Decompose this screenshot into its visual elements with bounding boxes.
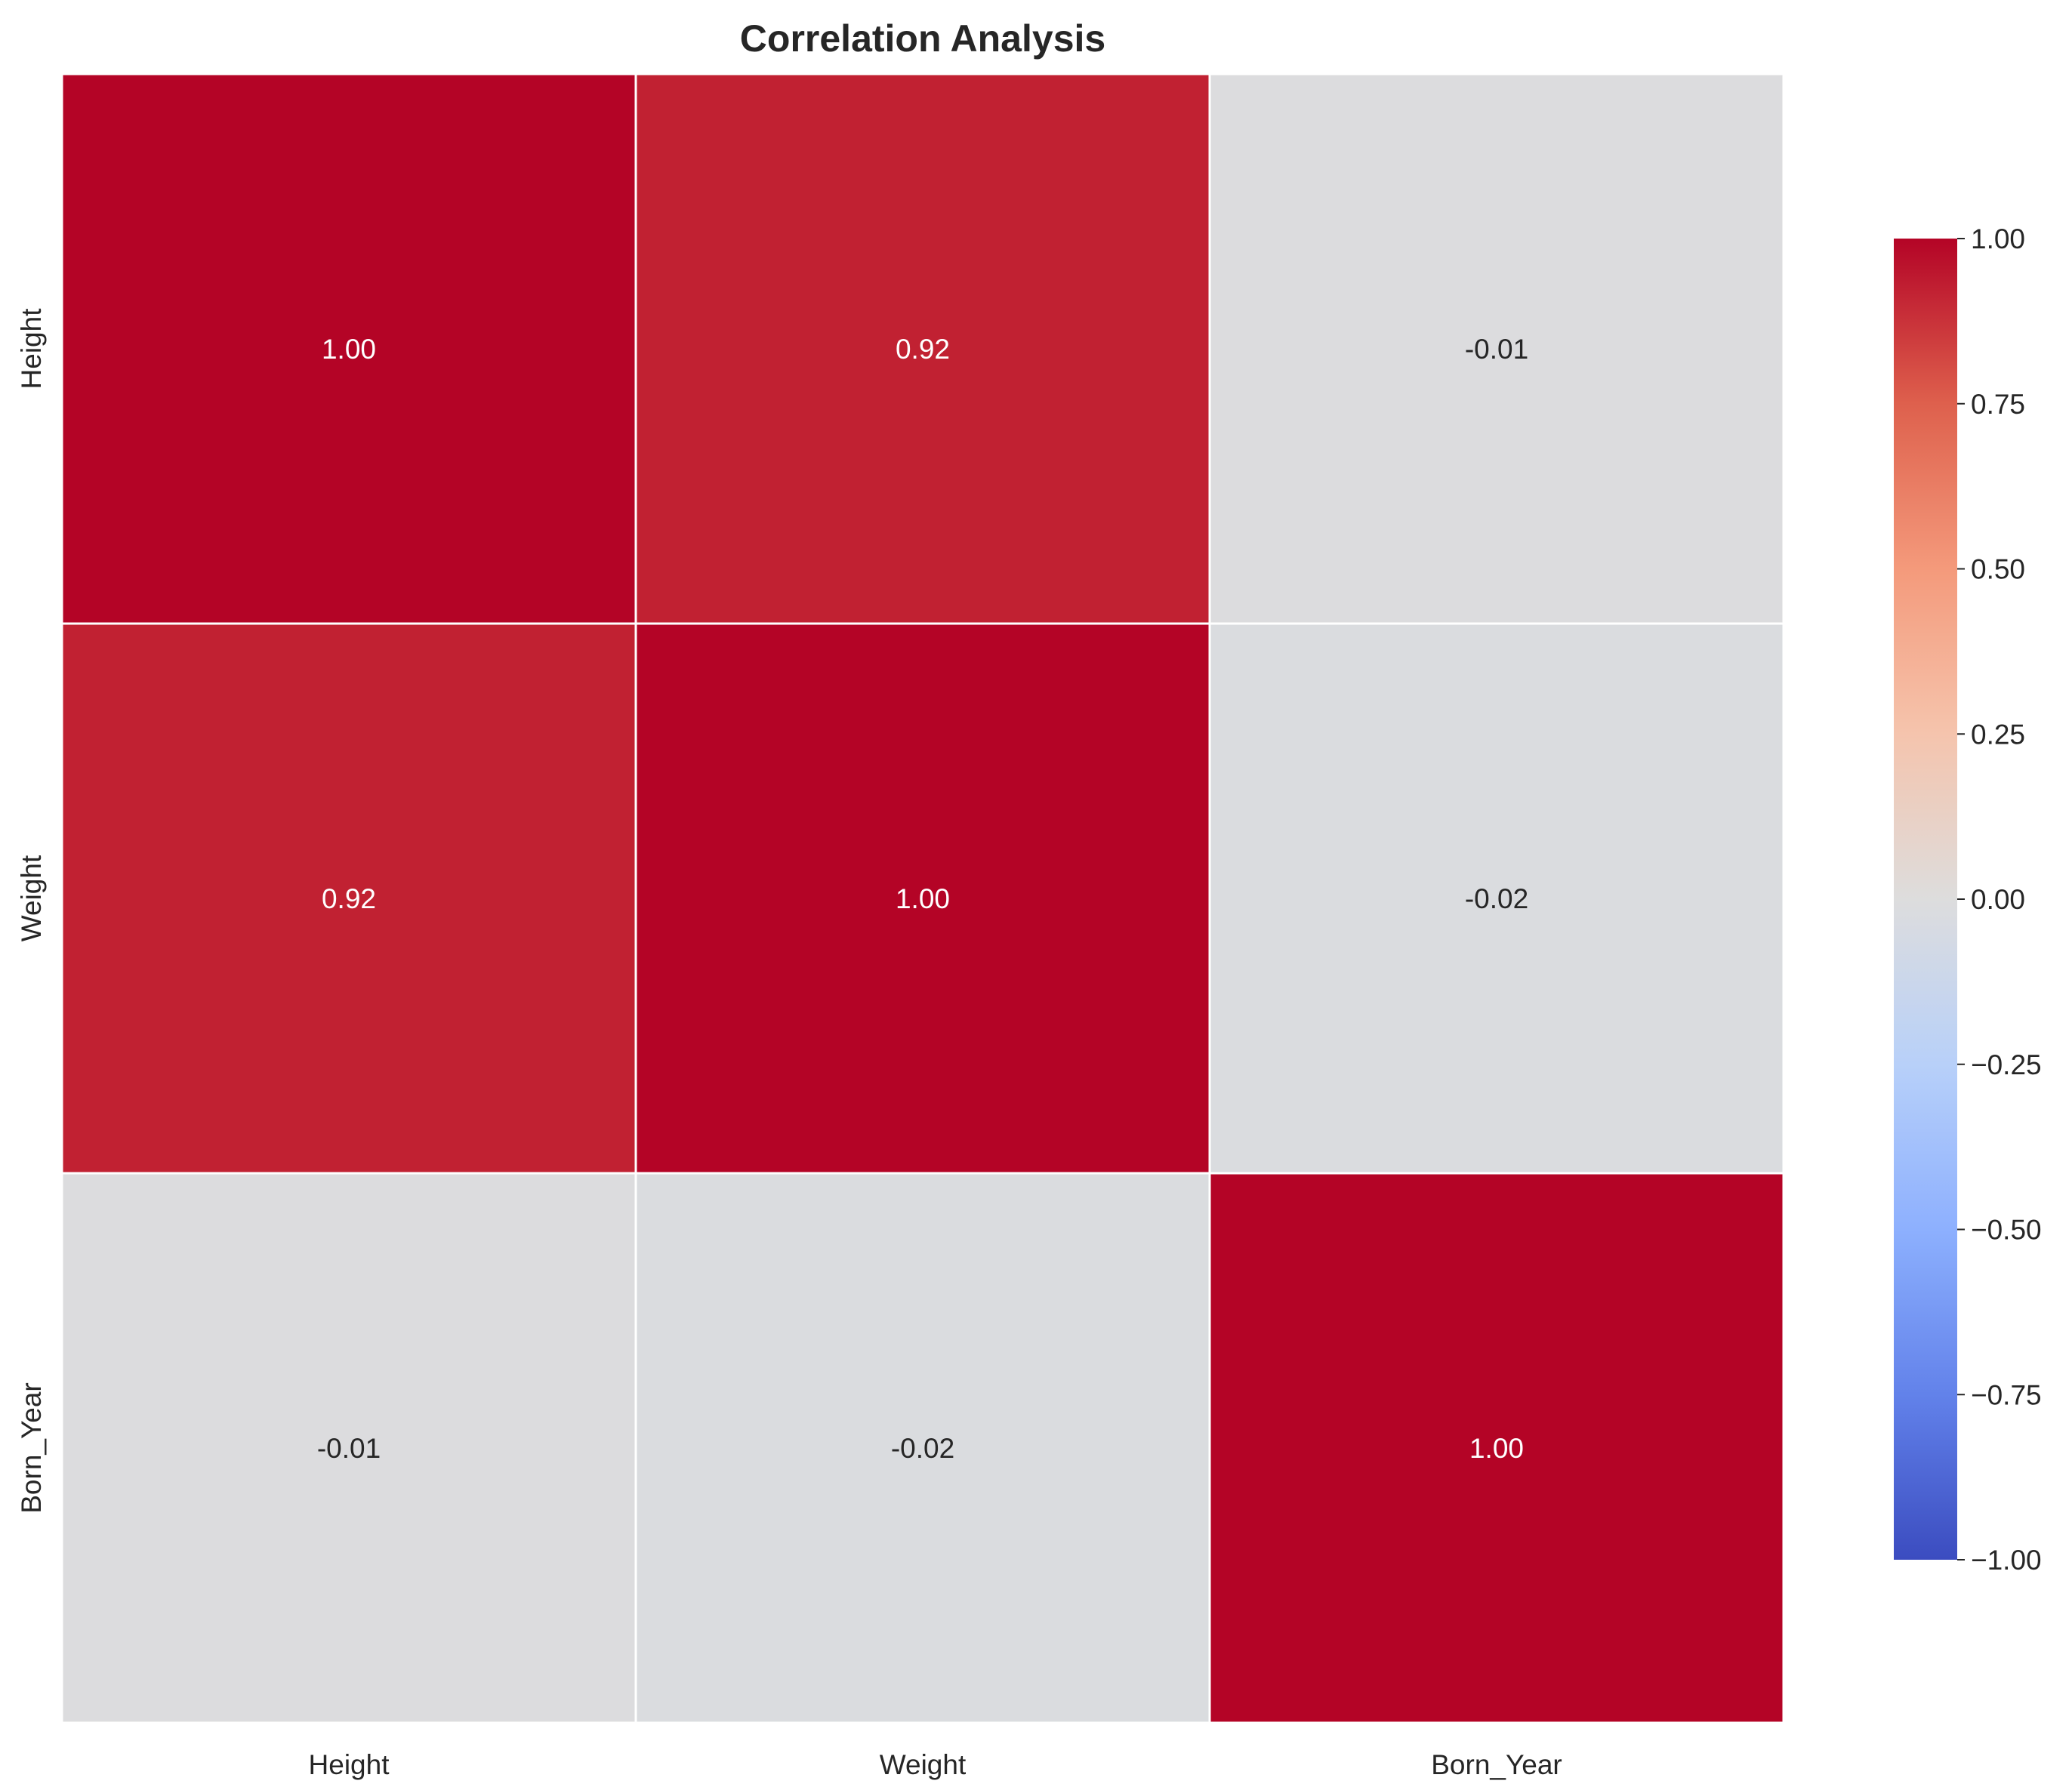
colorbar-tick-label: 0.50 <box>1971 554 2025 585</box>
colorbar-tick-label: 0.75 <box>1971 389 2025 420</box>
cell-value-label: 1.00 <box>1469 1433 1524 1464</box>
x-tick-label: Born_Year <box>1431 1749 1562 1780</box>
chart-title: Correlation Analysis <box>740 17 1105 60</box>
x-tick-label: Height <box>309 1749 390 1780</box>
heatmap-cell <box>60 72 637 625</box>
y-axis-ticks: Height Weight Born_Year <box>16 308 47 1514</box>
colorbar-tick-label: −0.25 <box>1971 1049 2042 1080</box>
x-axis-ticks: Height Weight Born_Year <box>309 1749 1562 1780</box>
cell-value-label: -0.02 <box>891 1433 954 1464</box>
heatmap-cells <box>60 72 1785 1724</box>
colorbar-tick-label: −1.00 <box>1971 1545 2042 1576</box>
cell-value-label: 0.92 <box>322 883 376 914</box>
cell-value-label: -0.01 <box>317 1433 381 1464</box>
cell-value-label: -0.02 <box>1465 883 1528 914</box>
heatmap-cell <box>1208 72 1785 625</box>
cell-value-label: 0.92 <box>896 334 950 365</box>
y-tick-label: Weight <box>16 855 47 941</box>
cell-value-label: 1.00 <box>322 334 376 365</box>
colorbar-gradient <box>1894 239 1957 1560</box>
y-tick-label: Height <box>16 308 47 390</box>
heatmap-cell <box>634 72 1211 625</box>
colorbar-tick-label: 1.00 <box>1971 223 2025 254</box>
colorbar-tick-label: −0.75 <box>1971 1379 2042 1410</box>
heatmap-cell <box>60 1172 637 1724</box>
heatmap-cell <box>60 622 637 1175</box>
heatmap-cell <box>1208 622 1785 1175</box>
y-tick-label: Born_Year <box>16 1382 47 1514</box>
heatmap-cell <box>634 1172 1211 1724</box>
colorbar: 1.00 0.75 0.50 0.25 0.00 −0.25 −0.50 −0.75 −1.00 <box>1894 223 2042 1576</box>
heatmap-cell <box>1208 1172 1785 1724</box>
x-tick-label: Weight <box>880 1749 967 1780</box>
heatmap-annotations: 1.00 0.92 -0.01 0.92 1.00 -0.02 -0.01 -0.02 1.00 <box>317 334 1528 1464</box>
colorbar-tick-label: 0.25 <box>1971 719 2025 750</box>
colorbar-tick-label: 0.00 <box>1971 884 2025 915</box>
colorbar-tick-label: −0.50 <box>1971 1215 2042 1246</box>
cell-value-label: -0.01 <box>1465 334 1528 365</box>
cell-value-label: 1.00 <box>896 883 950 914</box>
